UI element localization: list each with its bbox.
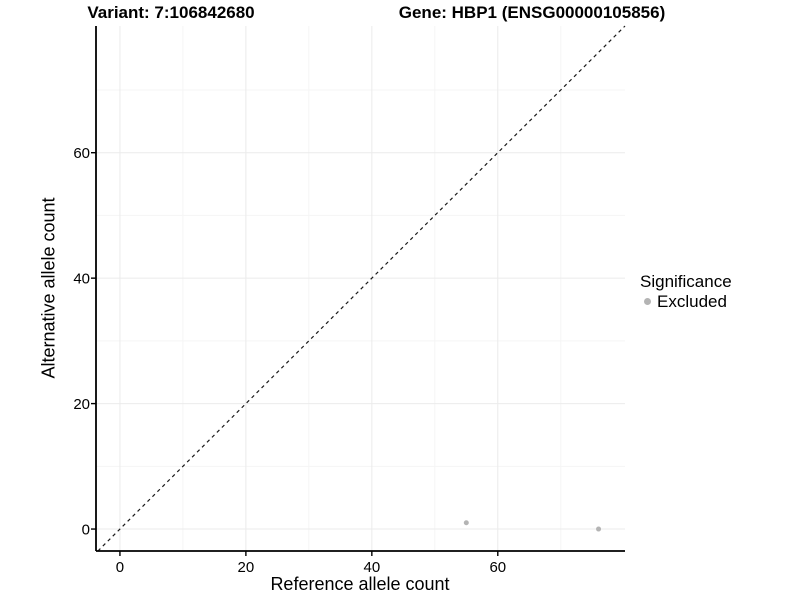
legend: Significance Excluded xyxy=(640,272,732,311)
minor-gridlines xyxy=(96,26,625,551)
x-tick-label: 60 xyxy=(489,559,506,576)
major-gridlines xyxy=(96,26,625,551)
x-tick-label: 20 xyxy=(238,559,255,576)
legend-entry-label: Excluded xyxy=(657,292,727,311)
variant-title: Variant: 7:106842680 xyxy=(87,3,255,22)
x-axis-ticks: 0 20 40 60 xyxy=(116,551,506,576)
y-axis-ticks: 0 20 40 60 xyxy=(73,145,96,539)
y-tick-label: 60 xyxy=(73,145,90,162)
y-tick-label: 40 xyxy=(73,271,90,288)
gene-title: Gene: HBP1 (ENSG00000105856) xyxy=(398,3,666,22)
y-tick-label: 20 xyxy=(73,396,90,413)
x-tick-label: 0 xyxy=(116,559,124,576)
excluded-point-icon xyxy=(644,298,651,305)
data-point xyxy=(463,520,469,526)
data-points xyxy=(463,520,602,532)
legend-title: Significance xyxy=(640,272,732,291)
y-axis-title: Alternative allele count xyxy=(38,197,59,379)
x-axis-title: Reference allele count xyxy=(270,574,450,594)
x-tick-label: 40 xyxy=(363,559,380,576)
data-point xyxy=(596,526,602,532)
y-tick-label: 0 xyxy=(82,522,90,539)
legend-entry-excluded: Excluded xyxy=(640,292,732,311)
identity-dashed-line xyxy=(97,25,626,552)
